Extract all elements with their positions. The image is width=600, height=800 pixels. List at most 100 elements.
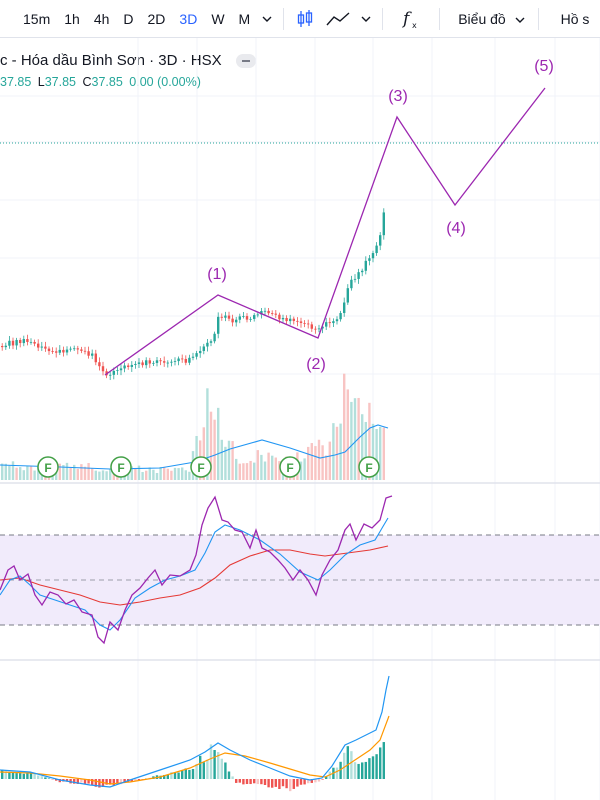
candle-body (166, 362, 169, 364)
macd-hist-bar (220, 758, 223, 779)
volume-bar (181, 467, 184, 480)
macd-hist-bar (292, 779, 295, 789)
candle-body (119, 368, 123, 371)
volume-bar (346, 389, 349, 480)
macd-hist-bar (224, 762, 227, 779)
timeframe-4h[interactable]: 4h (93, 10, 110, 27)
timeframe-group: 15m 1h 4h D 2D 3D W M (16, 0, 277, 38)
volume-bar (317, 439, 321, 480)
volume-bar (249, 460, 252, 480)
candle-body (249, 318, 252, 320)
volume-bar (145, 470, 148, 480)
macd-hist-bar (170, 772, 173, 779)
candle-body (202, 346, 205, 351)
candle-body (191, 356, 195, 358)
candle-body (292, 318, 295, 321)
volume-bar (335, 426, 339, 480)
macd-hist-bar (364, 761, 367, 779)
timeframe-d[interactable]: D (123, 10, 134, 27)
candle-body (224, 315, 227, 318)
candle-body (375, 245, 378, 254)
macd-hist-bar (209, 744, 213, 779)
macd-hist-bar (195, 763, 198, 779)
volume-bar (148, 467, 151, 480)
macd-hist-bar (105, 779, 108, 785)
volume-bar (325, 455, 328, 480)
volume-bar (184, 470, 187, 480)
timeframe-15m[interactable]: 15m (23, 10, 51, 27)
volume-bar (105, 471, 108, 480)
volume-bar (26, 465, 29, 480)
volume-bar (209, 411, 213, 480)
macd-hist-bar (33, 773, 36, 779)
macd-hist-bar (80, 779, 83, 783)
chart-type-dropdown[interactable]: Biểu đồ (452, 0, 531, 38)
candle-body (227, 315, 231, 319)
chart-canvas[interactable]: F F F F F (1) (2) (3) (4) (5) (0, 38, 600, 800)
timeframe-w[interactable]: W (211, 10, 225, 27)
profile-button[interactable]: Hồ s (560, 10, 590, 27)
chevron-down-icon[interactable] (356, 0, 376, 38)
elliott-wave-line[interactable] (104, 87, 546, 376)
candle-body (109, 374, 112, 376)
candle-body (94, 353, 97, 363)
candle-body (325, 322, 328, 327)
macd-hist-bar (206, 759, 209, 779)
candle-body (299, 321, 303, 323)
top-toolbar: 15m 1h 4h D 2D 3D W M f x Biểu đồ Hồ s (0, 0, 600, 38)
macd-hist-bar (285, 779, 288, 789)
symbol-title[interactable]: c - Hóa dầu Bình Sơn · 3D · HSX (0, 50, 600, 72)
grid (0, 38, 600, 800)
macd-hist-bar (281, 779, 285, 787)
candle-body (62, 349, 65, 353)
candle-body (382, 212, 385, 236)
close-label: C (82, 75, 92, 89)
macd-hist-bar (58, 779, 61, 783)
volume-bar (76, 468, 79, 480)
event-badge-5: F (358, 456, 380, 478)
function-fx-icon[interactable]: f x (389, 0, 433, 38)
event-badge-ring (110, 456, 132, 478)
candlestick-chart-icon[interactable] (290, 0, 320, 38)
volume-bar (22, 470, 25, 480)
candle-body (339, 313, 342, 320)
volume-bar (307, 446, 310, 480)
line-chart-icon[interactable] (320, 0, 356, 38)
macd-hist-bar (235, 779, 238, 783)
timeframe-1h[interactable]: 1h (64, 10, 80, 27)
macd-hist-bar (325, 776, 328, 779)
volume-ma-line (0, 424, 389, 470)
candle-body (73, 348, 76, 350)
chevron-down-icon[interactable] (257, 0, 277, 38)
volume-bar (206, 388, 209, 480)
volume-bar (87, 463, 90, 480)
timeframe-2d[interactable]: 2D (147, 10, 166, 27)
volume-bar (141, 472, 144, 480)
candle-body (58, 349, 61, 353)
macd-hist-bar (379, 747, 382, 779)
candle-body (155, 360, 159, 363)
macd-hist-bar (267, 779, 270, 788)
macd-hist-bar (296, 779, 299, 787)
candle-body (195, 353, 198, 357)
timeframe-3d[interactable]: 3D (179, 10, 198, 27)
svg-text:f: f (401, 9, 412, 29)
chevron-down-icon (515, 17, 525, 23)
macd-hist-bar (184, 768, 187, 779)
candle-body (206, 342, 209, 347)
macd-hist-bar (4, 771, 7, 779)
candle-body (303, 322, 306, 324)
macd-hist-bar (173, 772, 177, 779)
macd-hist-bar (339, 761, 342, 779)
macd-hist-bar (314, 779, 317, 783)
candle-body (55, 351, 58, 353)
volume-bar (109, 468, 112, 480)
macd-hist-bar (94, 779, 97, 787)
macd-hist-bar (26, 772, 29, 779)
collapse-button[interactable] (235, 54, 256, 69)
candle-body (170, 361, 173, 363)
timeframe-m[interactable]: M (238, 10, 251, 27)
macd-hist-bar (382, 742, 385, 779)
macd-histogram (1, 742, 385, 792)
